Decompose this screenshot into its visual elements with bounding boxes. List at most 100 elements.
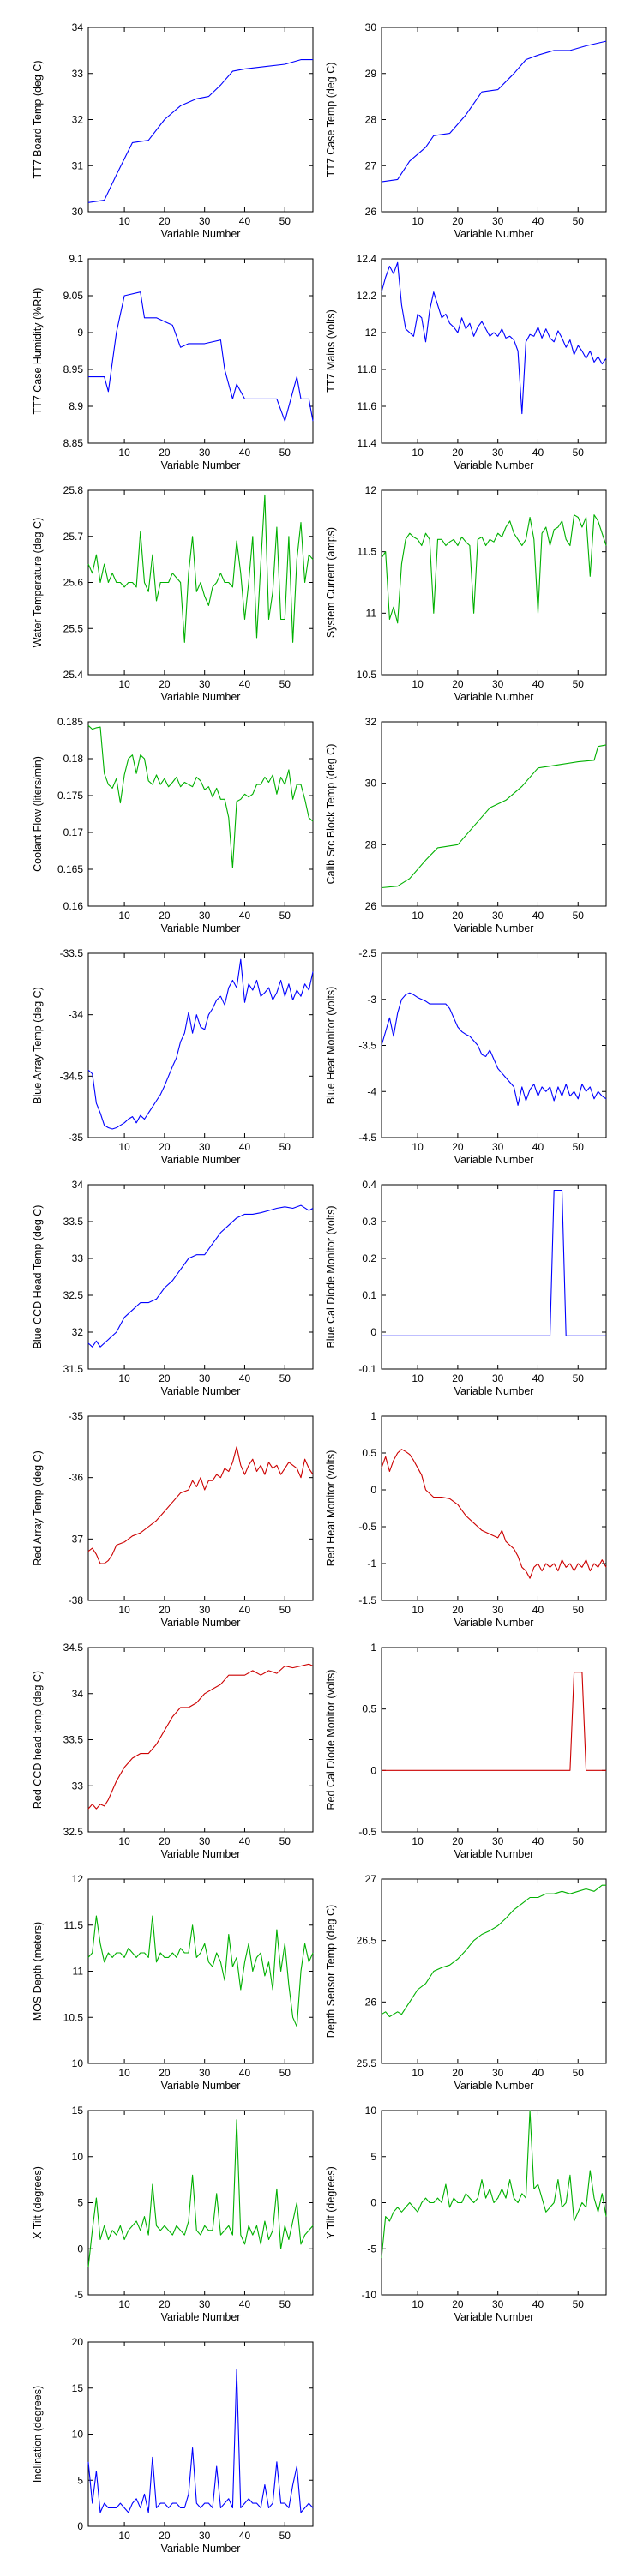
x-axis-label: Variable Number <box>161 2311 241 2323</box>
x-tick-label: 50 <box>279 1835 291 1847</box>
y-tick-label: 0.2 <box>362 1252 376 1264</box>
y-tick-label: 0.175 <box>57 790 83 802</box>
x-tick-label: 10 <box>412 1835 424 1847</box>
x-tick-label: 40 <box>532 1141 544 1153</box>
x-tick-label: 30 <box>492 2298 504 2310</box>
x-tick-label: 50 <box>279 1604 291 1616</box>
plot-frame <box>87 1415 314 1601</box>
series-line <box>381 1884 606 2018</box>
y-tick-label: 29 <box>365 68 377 80</box>
plot-frame <box>381 1647 607 1833</box>
y-axis-label: Blue CCD Head Temp (deg C) <box>32 1205 44 1349</box>
x-tick-label: 30 <box>199 678 211 690</box>
x-tick-label: 20 <box>159 1372 171 1384</box>
y-tick-label: 0 <box>370 1484 376 1496</box>
x-tick-label: 40 <box>239 1835 251 1847</box>
y-tick-label: -34 <box>69 1009 84 1021</box>
y-tick-label: 5 <box>77 2197 83 2209</box>
x-axis-label: Variable Number <box>161 1385 241 1397</box>
series-line <box>87 1663 314 1810</box>
x-tick-label: 20 <box>159 2530 171 2542</box>
x-tick-label: 50 <box>279 215 291 227</box>
y-tick-label: 9 <box>77 327 83 339</box>
x-tick-label: 30 <box>492 1604 504 1616</box>
x-tick-label: 40 <box>239 1141 251 1153</box>
x-tick-label: 40 <box>532 2067 544 2079</box>
y-axis-label: Depth Sensor Temp (deg C) <box>325 1905 337 2038</box>
x-tick-label: 30 <box>492 1835 504 1847</box>
y-axis-label: TT7 Case Humidity (%RH) <box>32 288 44 415</box>
x-tick-label: 10 <box>118 2067 130 2079</box>
y-tick-label: -5 <box>367 2243 376 2255</box>
y-tick-label: 11.5 <box>64 1919 84 1931</box>
x-tick-label: 10 <box>412 2298 424 2310</box>
plot-frame <box>87 2341 314 2527</box>
x-tick-label: 50 <box>573 1372 585 1384</box>
y-tick-label: 27 <box>365 159 377 171</box>
y-tick-label: 33.5 <box>63 1216 84 1228</box>
x-tick-label: 40 <box>239 678 251 690</box>
y-tick-label: -10 <box>362 2289 377 2301</box>
plot-frame <box>381 489 607 676</box>
x-tick-label: 30 <box>492 678 504 690</box>
x-tick-label: 10 <box>118 1604 130 1616</box>
x-axis-label: Variable Number <box>161 1848 241 1860</box>
x-axis-label: Variable Number <box>161 691 241 703</box>
x-tick-label: 30 <box>199 2298 211 2310</box>
x-tick-label: 10 <box>412 1604 424 1616</box>
y-tick-label: 34 <box>72 1688 84 1700</box>
plot-frame <box>381 721 607 907</box>
x-tick-label: 50 <box>279 2067 291 2079</box>
y-tick-label: -4 <box>367 1085 376 1097</box>
series-line <box>381 261 607 415</box>
y-tick-label: 32 <box>365 716 377 728</box>
y-axis-label: Calib Src Block Temp (deg C) <box>325 744 337 885</box>
chart-panel-18: 10 20 30 40 50 25.5 26 26.5 27 Variable Number Dep… <box>325 1873 607 2092</box>
y-tick-label: 25.6 <box>63 577 84 589</box>
x-axis-label: Variable Number <box>161 1617 241 1629</box>
y-tick-label: 27 <box>365 1873 377 1885</box>
x-tick-label: 30 <box>492 910 504 922</box>
y-axis-label: Blue Array Temp (deg C) <box>32 987 44 1104</box>
y-tick-label: 8.9 <box>69 400 83 412</box>
y-tick-label: 15 <box>72 2105 84 2117</box>
x-tick-label: 10 <box>118 447 130 459</box>
y-tick-label: 30 <box>365 21 377 33</box>
x-tick-label: 50 <box>279 910 291 922</box>
x-tick-label: 40 <box>532 215 544 227</box>
x-tick-label: 30 <box>199 447 211 459</box>
x-tick-label: 20 <box>452 2298 464 2310</box>
x-tick-label: 30 <box>492 1141 504 1153</box>
y-tick-label: 32 <box>72 1326 84 1338</box>
series-line <box>382 1189 606 1336</box>
y-tick-label: 33 <box>72 1252 84 1264</box>
y-tick-label: -37 <box>69 1533 84 1545</box>
chart-panel-3: 10 20 30 40 50 8.85 8.9 8.95 9 9.05 9.1 Variable Nu… <box>32 253 314 471</box>
x-tick-label: 40 <box>532 910 544 922</box>
y-tick-label: -1 <box>367 1558 376 1570</box>
x-tick-label: 10 <box>118 910 130 922</box>
y-axis-label: MOS Depth (meters) <box>32 1922 44 2021</box>
y-tick-label: 34 <box>72 1179 84 1191</box>
chart-panel-16: 10 20 30 40 50 -0.5 0 0.5 1 Variable Number Red Ca… <box>325 1642 607 1860</box>
x-tick-label: 20 <box>452 1372 464 1384</box>
y-tick-label: 25.4 <box>63 669 84 681</box>
x-tick-label: 10 <box>412 1141 424 1153</box>
plot-frame <box>87 27 314 213</box>
plot-frame <box>87 1878 314 2064</box>
y-axis-label: Red CCD head temp (deg C) <box>32 1671 44 1809</box>
y-tick-label: 12.4 <box>357 253 377 265</box>
y-axis-label: System Current (amps) <box>325 527 337 638</box>
x-tick-label: 40 <box>532 678 544 690</box>
y-tick-label: 33 <box>72 1780 84 1792</box>
series-line <box>381 744 607 889</box>
y-tick-label: -0.5 <box>358 1521 376 1533</box>
x-tick-label: 20 <box>159 1604 171 1616</box>
plot-frame <box>381 952 607 1138</box>
y-tick-label: 25.8 <box>63 484 84 496</box>
series-line <box>87 2119 314 2267</box>
plot-frame <box>381 1415 607 1601</box>
x-axis-label: Variable Number <box>161 2080 241 2092</box>
y-tick-label: 11 <box>73 1966 84 1978</box>
plot-frame <box>87 258 314 444</box>
